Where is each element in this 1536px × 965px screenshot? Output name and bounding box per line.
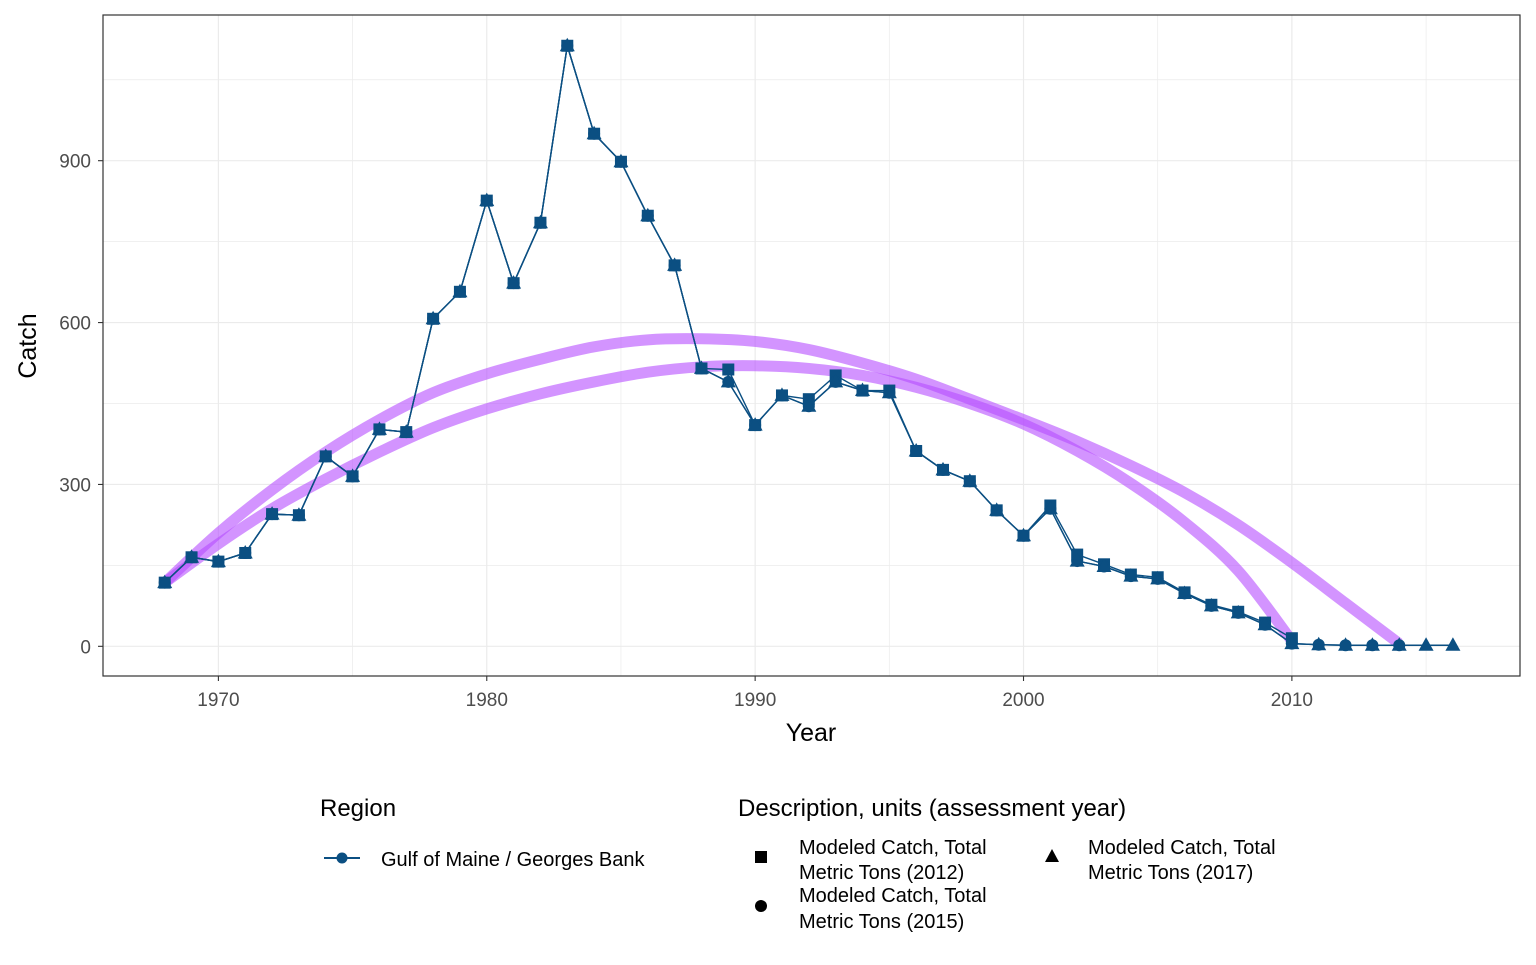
triangle-point xyxy=(1284,635,1300,650)
fit-curve-2 xyxy=(160,333,1403,649)
legend-2015-line1: Modeled Catch, Total xyxy=(799,885,987,907)
triangle-point xyxy=(989,502,1005,516)
triangle-point xyxy=(1418,637,1434,651)
triangle-point xyxy=(935,461,951,476)
square-point xyxy=(722,363,735,376)
x-tick-label: 2010 xyxy=(1271,690,1313,711)
data-points xyxy=(157,37,1461,652)
x-tick-label: 1970 xyxy=(197,690,239,711)
y-tick-label: 600 xyxy=(59,314,91,335)
triangle-point xyxy=(693,360,709,374)
triangle-point xyxy=(613,153,629,168)
triangle-point xyxy=(1096,558,1112,572)
legend-region-label: Gulf of Maine / Georges Bank xyxy=(381,849,645,871)
legend-square-marker xyxy=(755,851,767,863)
triangle-point xyxy=(1150,570,1166,585)
triangle-point xyxy=(479,192,495,207)
triangle-point xyxy=(1445,637,1461,651)
legend-2012-line1: Modeled Catch, Total xyxy=(799,837,987,859)
x-tick-label: 1980 xyxy=(466,690,508,711)
triangle-point xyxy=(559,37,575,52)
legend-2017-line1: Modeled Catch, Total xyxy=(1088,837,1276,859)
legend-description-title: Description, units (assessment year) xyxy=(738,795,1126,822)
triangle-point xyxy=(1230,604,1246,619)
legend-description: Description, units (assessment year) Mod… xyxy=(738,795,1276,933)
y-tick-label: 900 xyxy=(59,152,91,173)
triangle-point xyxy=(881,384,897,399)
x-axis-title: Year xyxy=(786,719,837,747)
triangle-point xyxy=(667,257,683,271)
legend-triangle-marker xyxy=(1045,849,1059,862)
y-axis-ticks: 0 300 600 900 xyxy=(59,152,103,658)
triangle-point xyxy=(774,387,790,401)
triangle-point xyxy=(828,373,844,388)
legend-2015-line2: Metric Tons (2015) xyxy=(799,911,964,933)
triangle-point xyxy=(264,506,280,520)
triangle-point xyxy=(1311,636,1327,651)
triangle-point xyxy=(237,544,253,559)
fit-curve-1 xyxy=(161,360,1297,645)
triangle-point xyxy=(1203,597,1219,612)
triangle-point xyxy=(532,214,548,229)
triangle-point xyxy=(586,125,602,140)
triangle-point xyxy=(640,207,656,222)
triangle-point xyxy=(1177,585,1193,599)
x-tick-label: 1990 xyxy=(734,690,776,711)
triangle-point xyxy=(1016,527,1032,542)
legend-region-title: Region xyxy=(320,795,396,822)
legend-2017-line2: Metric Tons (2017) xyxy=(1088,862,1253,884)
legend-region: Region Gulf of Maine / Georges Bank xyxy=(320,795,645,871)
triangle-point xyxy=(291,507,307,521)
triangle-point xyxy=(425,310,441,325)
triangle-point xyxy=(184,549,200,563)
y-tick-label: 300 xyxy=(59,475,91,496)
triangle-point xyxy=(398,424,414,438)
triangle-point xyxy=(908,442,924,457)
triangle-point xyxy=(1123,568,1139,582)
triangle-point xyxy=(720,373,736,388)
triangle-point xyxy=(506,275,522,289)
fit-curves xyxy=(160,333,1403,649)
x-axis-ticks: 1970 1980 1990 2000 2010 xyxy=(197,676,1313,711)
triangle-point xyxy=(371,421,387,435)
triangle-point xyxy=(210,553,226,568)
triangle-point xyxy=(1391,637,1407,651)
triangle-point xyxy=(801,398,817,412)
triangle-point xyxy=(1069,553,1085,567)
triangle-point xyxy=(1257,616,1273,631)
triangle-point xyxy=(962,473,978,487)
triangle-point xyxy=(1364,637,1380,651)
x-tick-label: 2000 xyxy=(1002,690,1044,711)
triangle-point xyxy=(854,382,870,397)
triangle-point xyxy=(157,574,173,589)
triangle-point xyxy=(747,417,763,431)
y-tick-label: 0 xyxy=(80,637,91,658)
legend-region-marker xyxy=(336,852,348,864)
triangle-point xyxy=(345,468,361,482)
legend-2012-line2: Metric Tons (2012) xyxy=(799,862,964,884)
triangle-point xyxy=(452,283,468,298)
legend-circle-marker xyxy=(755,900,767,912)
triangle-point xyxy=(1042,500,1058,515)
y-axis-title: Catch xyxy=(14,313,42,378)
panel-border xyxy=(102,14,1521,677)
triangle-point xyxy=(1338,637,1354,651)
triangle-point xyxy=(318,448,334,462)
legend: Region Gulf of Maine / Georges Bank Desc… xyxy=(320,795,1276,933)
